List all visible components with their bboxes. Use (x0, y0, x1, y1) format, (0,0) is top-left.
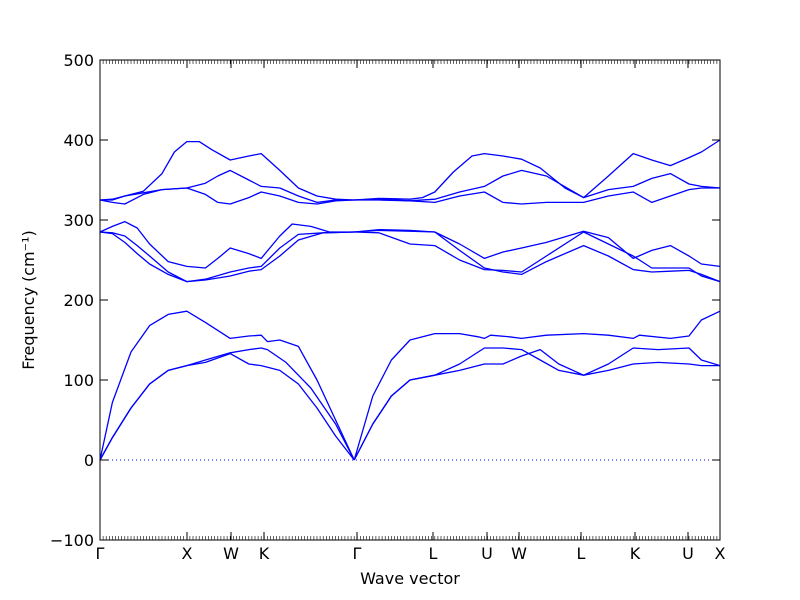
y-tick-label: 500 (63, 51, 94, 70)
phonon-branch-12 (354, 228, 721, 268)
phonon-branch-11 (99, 220, 355, 269)
phonon-branch-9 (99, 231, 355, 283)
phonon-branch-1 (99, 347, 355, 461)
phonon-branch-6 (353, 310, 721, 461)
x-axis-label: Wave vector (360, 569, 460, 588)
y-axis-label: Frequency (cm⁻¹) (19, 230, 38, 369)
phonon-branch-10 (354, 229, 721, 283)
phonon-branch-17 (99, 140, 355, 201)
x-tick-label: U (682, 544, 694, 563)
phonon-branch-3 (99, 352, 355, 461)
x-tick-label: K (259, 544, 270, 563)
x-tick-label: L (429, 544, 438, 563)
y-tick-label: 200 (63, 291, 94, 310)
phonon-branch-15 (99, 169, 355, 205)
x-tick-label: Γ (96, 544, 105, 563)
y-tick-label: 100 (63, 371, 94, 390)
y-tick-label: 300 (63, 211, 94, 230)
phonon-branch-7 (99, 231, 355, 283)
x-tick-label: U (481, 544, 493, 563)
phonon-branch-5 (99, 310, 355, 461)
y-tick-label: −100 (50, 531, 94, 550)
phonon-branch-13 (100, 187, 355, 205)
plot-frame (99, 59, 721, 541)
x-tick-label: X (715, 544, 726, 563)
x-tick-label: X (182, 544, 193, 563)
x-tick-label: K (630, 544, 641, 563)
phonon-branch-2 (353, 348, 720, 461)
phonon-branch-18 (354, 139, 721, 201)
x-tick-label: L (577, 544, 586, 563)
phonon-branch-16 (354, 169, 721, 202)
phonon-branch-4 (353, 347, 721, 461)
y-tick-label: 400 (63, 131, 94, 150)
x-tick-label: Γ (353, 544, 362, 563)
phonon-branch-14 (354, 187, 720, 205)
phonon-branch-8 (354, 231, 721, 283)
x-tick-label: W (223, 544, 239, 563)
y-tick-label: 0 (84, 451, 94, 470)
x-tick-label: W (511, 544, 527, 563)
